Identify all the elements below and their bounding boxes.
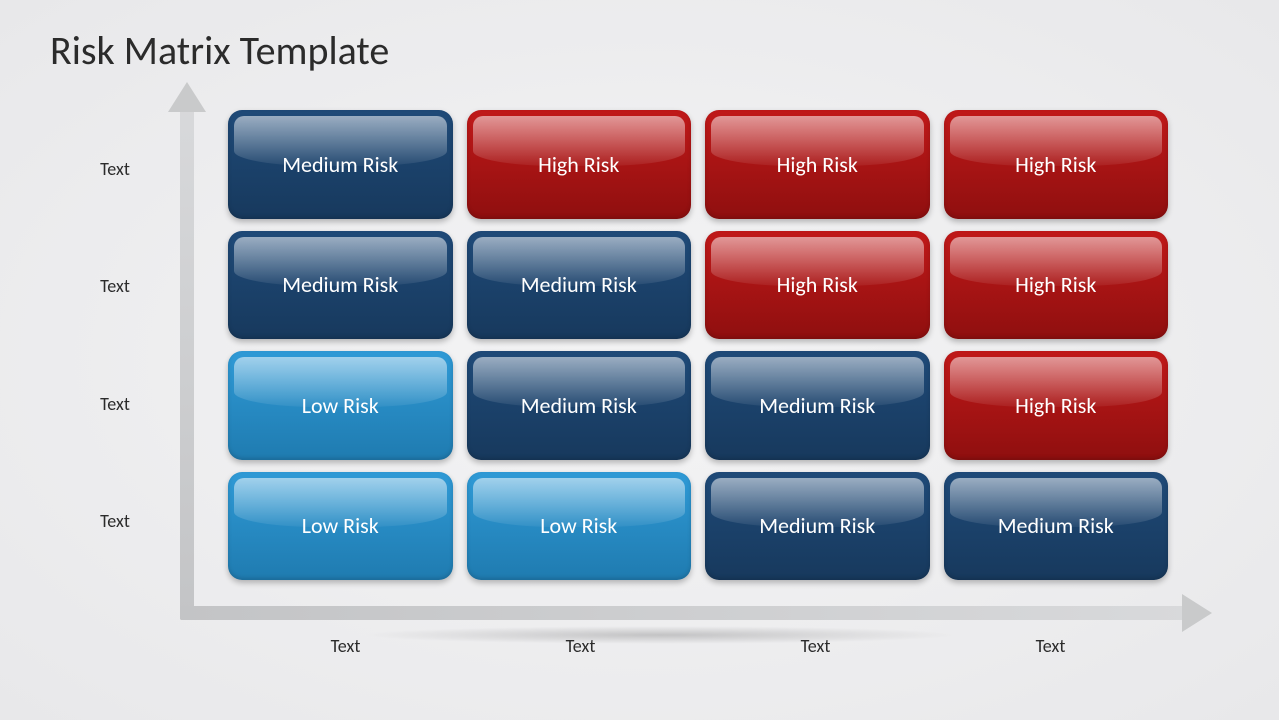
matrix-cell-label: Low Risk	[540, 512, 617, 539]
matrix-cell-2-3: High Risk	[944, 351, 1169, 460]
matrix-cell-label: Medium Risk	[282, 271, 398, 298]
matrix-cell-label: High Risk	[777, 271, 858, 298]
matrix-cell-1-3: High Risk	[944, 231, 1169, 340]
matrix-cell-0-2: High Risk	[705, 110, 930, 219]
matrix-cell-label: Medium Risk	[759, 392, 875, 419]
x-label-2: Text	[698, 626, 933, 666]
x-label-1: Text	[463, 626, 698, 666]
matrix-cell-label: Medium Risk	[759, 512, 875, 539]
y-label-2: Text	[60, 345, 170, 463]
y-axis-labels: Text Text Text Text	[60, 110, 170, 580]
matrix-cell-label: High Risk	[1015, 151, 1096, 178]
risk-matrix-chart: Text Text Text Text Medium Risk High Risk…	[60, 100, 1200, 660]
matrix-cell-label: Medium Risk	[521, 392, 637, 419]
matrix-cell-2-0: Low Risk	[228, 351, 453, 460]
matrix-cell-2-2: Medium Risk	[705, 351, 930, 460]
matrix-cell-label: High Risk	[1015, 271, 1096, 298]
x-axis-labels: Text Text Text Text	[228, 626, 1168, 666]
matrix-grid: Medium Risk High Risk High Risk High Risk Me…	[228, 110, 1168, 580]
matrix-cell-1-2: High Risk	[705, 231, 930, 340]
matrix-cell-3-0: Low Risk	[228, 472, 453, 581]
matrix-cell-label: High Risk	[1015, 392, 1096, 419]
matrix-cell-label: Medium Risk	[998, 512, 1114, 539]
matrix-cell-0-0: Medium Risk	[228, 110, 453, 219]
matrix-cell-2-1: Medium Risk	[467, 351, 692, 460]
x-axis-line	[180, 606, 1190, 620]
matrix-cell-label: Low Risk	[302, 512, 379, 539]
y-axis-line	[180, 100, 194, 620]
matrix-cell-1-1: Medium Risk	[467, 231, 692, 340]
matrix-cell-label: Low Risk	[302, 392, 379, 419]
x-label-3: Text	[933, 626, 1168, 666]
page-title: Risk Matrix Template	[50, 26, 389, 75]
matrix-cell-label: Medium Risk	[521, 271, 637, 298]
matrix-cell-3-2: Medium Risk	[705, 472, 930, 581]
matrix-cell-label: High Risk	[538, 151, 619, 178]
y-label-3: Text	[60, 463, 170, 581]
y-label-0: Text	[60, 110, 170, 228]
y-axis-arrow-icon	[168, 82, 206, 112]
y-label-1: Text	[60, 228, 170, 346]
matrix-cell-3-1: Low Risk	[467, 472, 692, 581]
matrix-cell-1-0: Medium Risk	[228, 231, 453, 340]
x-axis-arrow-icon	[1182, 594, 1212, 632]
matrix-cell-3-3: Medium Risk	[944, 472, 1169, 581]
matrix-cell-label: High Risk	[777, 151, 858, 178]
matrix-cell-0-1: High Risk	[467, 110, 692, 219]
matrix-cell-0-3: High Risk	[944, 110, 1169, 219]
x-label-0: Text	[228, 626, 463, 666]
matrix-cell-label: Medium Risk	[282, 151, 398, 178]
